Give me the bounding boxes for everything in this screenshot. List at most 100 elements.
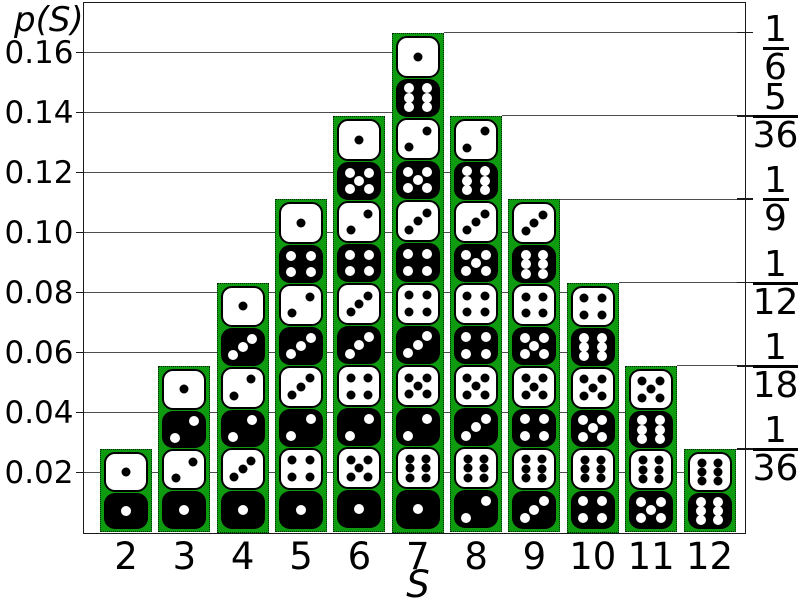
x-tick-label-10: 10 [569, 534, 617, 578]
die-black-4 [279, 245, 324, 283]
pip [480, 413, 491, 424]
pip [305, 472, 315, 482]
pip [520, 268, 531, 279]
pip [404, 290, 414, 300]
pip [597, 415, 608, 426]
die-black-2 [395, 408, 440, 447]
pip [296, 504, 307, 515]
pip [422, 290, 432, 300]
pip [421, 463, 431, 473]
pip [364, 167, 375, 178]
die-black-2 [162, 411, 207, 449]
fraction-denominator: 9 [764, 198, 787, 240]
pip [246, 456, 256, 466]
pip [480, 496, 491, 507]
die-white-6 [512, 447, 557, 490]
pip [539, 349, 550, 360]
pip [286, 267, 297, 278]
pip [578, 332, 589, 343]
pip [529, 340, 540, 351]
die-white-2 [337, 200, 382, 244]
right-fraction-label: 1 36 [750, 413, 800, 487]
die-white-4 [337, 365, 382, 408]
pip [479, 175, 490, 186]
pip [354, 175, 365, 186]
die-white-1 [104, 452, 148, 492]
pip [654, 433, 665, 444]
x-tick-label-11: 11 [627, 534, 675, 578]
y-axis-tick [75, 411, 84, 414]
gridline [83, 172, 503, 173]
pip [305, 267, 316, 278]
pip [580, 455, 590, 465]
pip [538, 210, 548, 220]
pip [480, 390, 490, 400]
pip [479, 454, 489, 464]
pip [637, 376, 647, 386]
pip [578, 342, 589, 352]
y-tick-label: 0.14 [4, 94, 74, 131]
fraction: 1 36 [752, 413, 799, 487]
pip [637, 433, 648, 444]
die-white-5 [512, 365, 557, 408]
y-tick-label: 0.16 [4, 34, 74, 71]
right-axis-tick [736, 365, 753, 367]
pip [529, 382, 539, 392]
pip [638, 474, 648, 484]
pip [588, 383, 598, 393]
pip [404, 225, 414, 235]
pip [247, 333, 258, 344]
die-white-1 [395, 35, 440, 78]
plot-area: 0.02 0.04 0.06 0.08 0.10 0.12 0.14 0.16 1 6 5 36 1 9 1… [4, 1, 799, 576]
pip [171, 473, 181, 483]
pip [237, 504, 248, 515]
bar-sum-9 [508, 199, 561, 533]
pip [412, 339, 423, 350]
die-white-4 [395, 282, 440, 325]
pip [364, 184, 375, 195]
pip [538, 268, 549, 279]
y-axis-tick [75, 351, 84, 354]
die-black-3 [337, 326, 382, 365]
die-black-3 [395, 325, 440, 364]
die-black-4 [570, 490, 615, 529]
fraction-numerator: 5 [764, 76, 787, 118]
pip [519, 431, 530, 442]
die-white-4 [454, 283, 499, 326]
bar-sum-3 [158, 365, 211, 533]
die-black-4 [337, 244, 382, 283]
pip [287, 390, 297, 400]
pip [422, 208, 432, 218]
pip [246, 374, 256, 384]
die-white-5 [337, 447, 382, 490]
fraction-numerator: 1 [764, 8, 787, 50]
pip [655, 496, 666, 507]
x-tick-label-12: 12 [685, 534, 734, 578]
die-black-2 [454, 490, 499, 529]
pip [578, 415, 589, 426]
pip [346, 455, 356, 465]
fraction-leader-line [618, 282, 745, 283]
pip [636, 496, 647, 507]
pip [713, 476, 722, 486]
pip [519, 332, 530, 343]
pip [597, 310, 607, 320]
pip [364, 249, 375, 260]
pip [354, 504, 365, 515]
die-black-3 [454, 408, 499, 447]
fraction-denominator: 18 [752, 364, 799, 406]
pip [461, 348, 472, 359]
pip [403, 102, 414, 113]
pip [596, 464, 606, 474]
pip [421, 102, 432, 113]
pip [471, 381, 481, 391]
pip [695, 505, 706, 516]
bar-sum-7 [391, 32, 444, 533]
die-black-5 [629, 491, 674, 529]
die-white-6 [629, 449, 674, 491]
pip [538, 259, 549, 270]
pip [286, 349, 297, 360]
